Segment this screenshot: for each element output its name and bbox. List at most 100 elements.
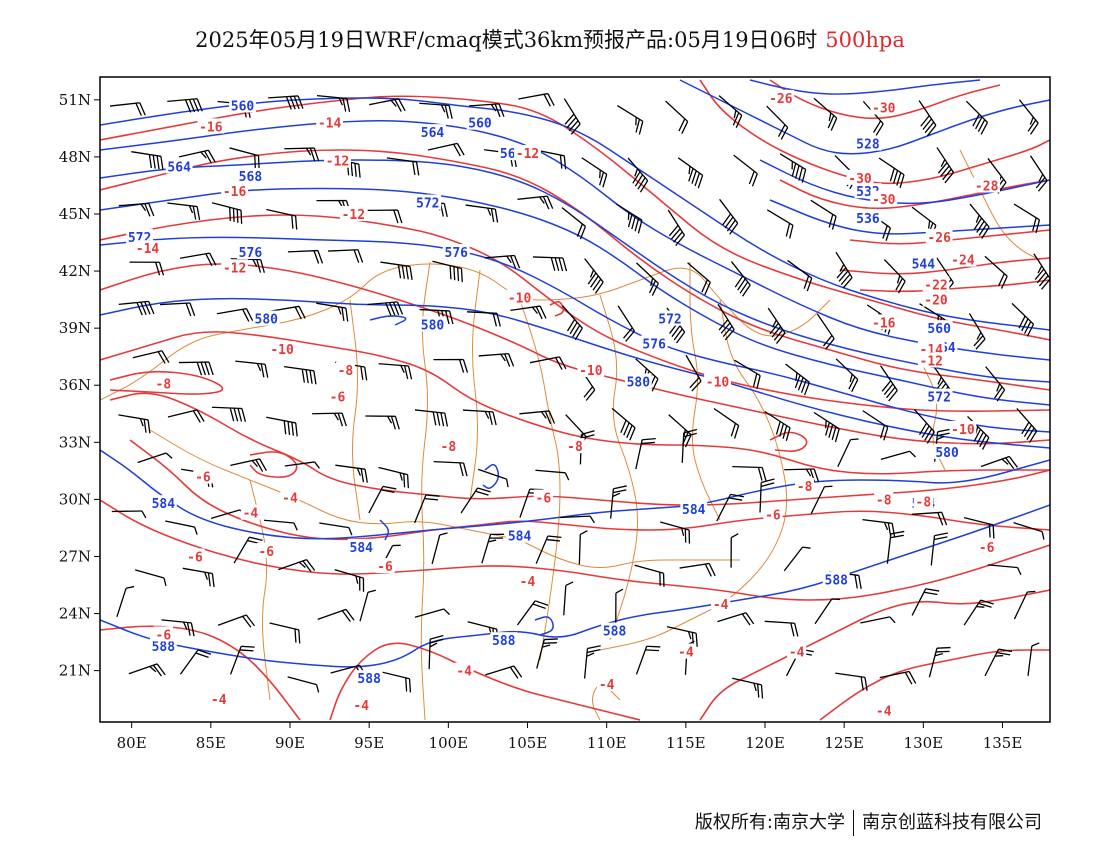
wind-barb [229,147,260,170]
wind-barb [687,262,711,295]
wind-barb [269,622,301,644]
boundary-line [469,269,481,501]
temperature-contour [100,499,1050,601]
wind-barb [319,522,353,536]
wind-barb [930,532,948,566]
temperature-label: -4 [211,693,227,708]
footer: 版权所有:南京大学 南京创蓝科技有限公司 [695,808,1042,836]
wind-barb [984,648,1013,677]
lon-tick-label: 120E [745,734,785,752]
wind-barb [985,366,1006,402]
wind-barb [159,302,196,317]
wind-barb [615,588,624,624]
height-label: 564 [167,160,191,175]
wind-barb [767,307,786,344]
wind-barb [109,102,146,116]
height-label: 536 [856,212,880,227]
temperature-contour [100,625,301,721]
wind-barb [287,676,320,693]
temperature-contour [329,642,641,721]
wind-barb [1013,203,1041,234]
height-contour [100,297,1050,449]
wind-barb [211,406,247,422]
temperature-contour [100,149,1050,391]
temperature-label: -4 [353,699,369,714]
height-contour [100,236,1050,433]
height-label-bg [466,114,494,130]
wind-barb [913,408,935,444]
wind-barb [419,102,453,119]
wind-barb [734,359,761,389]
wind-barb [368,485,397,514]
wind-barb [718,95,743,129]
wind-barb [478,468,509,488]
temperature-label-bg [874,702,894,718]
wind-barb [611,407,636,441]
wind-barb [1011,302,1035,337]
temperature-label: -8 [797,480,813,495]
temperature-label: -8 [338,364,354,379]
temperature-label-bg [454,662,474,678]
footer-company: 南京创蓝科技有限公司 [862,812,1042,833]
wind-barb [478,353,515,367]
temperature-contour [779,179,1050,210]
wind-barb [517,195,554,210]
wind-barb [230,458,267,472]
temperature-label-bg [209,691,229,707]
wind-barb [879,365,898,402]
wind-barb [178,361,214,376]
temperature-label-bg [949,251,977,267]
temperature-label-bg [506,289,533,305]
wind-barb [317,608,355,622]
boundary-line [519,539,740,568]
temperature-label: -14 [318,117,342,132]
height-label-bg [925,320,953,336]
wind-barb [911,511,948,526]
lat-tick-label: 21N [59,662,91,680]
lon-tick-label: 95E [354,734,384,752]
wind-barb [730,261,751,297]
temperature-label-bg [767,89,795,105]
wind-barb [428,634,444,670]
wind-barb [516,600,549,626]
wind-barb [968,313,986,350]
boundary-line [519,299,561,661]
temperature-label: -4 [678,646,694,661]
height-label-bg [355,670,383,686]
temperature-label-bg [711,596,731,612]
lon-tick-label: 80E [117,734,147,752]
height-contour [379,519,390,541]
height-label-bg [822,571,850,587]
boundary-line [599,294,638,641]
temperature-label-bg [193,468,213,484]
temperature-label-bg [704,373,731,389]
wind-barb [519,410,556,425]
temperature-label-bg [597,675,617,691]
height-label: 584 [508,530,532,545]
height-label-bg [656,310,684,326]
lon-tick-label: 115E [666,734,706,752]
height-label: 580 [627,375,651,390]
height-label: 560 [468,117,492,132]
wind-barb [535,469,570,481]
temperature-contour [839,257,1050,275]
temperature-label-bg [324,152,351,168]
lat-tick-label: 48N [59,148,91,166]
temperature-contour [819,649,1050,721]
temperature-label-bg [256,542,276,558]
temperature-label-bg [949,420,977,436]
wind-barb [118,300,155,316]
wind-barb [462,409,497,426]
wind-barb [284,147,320,162]
height-label: 588 [492,634,516,649]
temperature-label-bg [913,493,933,509]
height-contour [100,504,1050,668]
temperature-label-bg [917,352,945,368]
height-label-bg [680,500,708,516]
wind-barb [685,354,702,392]
wind-barb [529,356,567,370]
wind-barb [617,305,635,342]
wind-barb [911,588,940,616]
wind-barb [1018,99,1039,135]
wind-barb [1027,642,1040,676]
